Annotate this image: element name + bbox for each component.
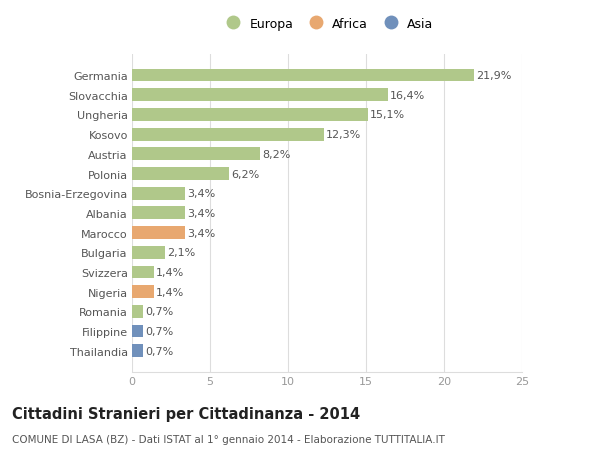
Text: 0,7%: 0,7%: [145, 326, 173, 336]
Bar: [132, 109, 368, 122]
Text: 2,1%: 2,1%: [167, 248, 196, 258]
Bar: [132, 187, 185, 200]
Text: 1,4%: 1,4%: [156, 287, 184, 297]
Bar: [132, 69, 473, 82]
Text: 21,9%: 21,9%: [476, 71, 511, 81]
Bar: [132, 89, 388, 102]
Text: Cittadini Stranieri per Cittadinanza - 2014: Cittadini Stranieri per Cittadinanza - 2…: [12, 406, 360, 421]
Text: 15,1%: 15,1%: [370, 110, 405, 120]
Bar: [132, 285, 154, 298]
Bar: [132, 148, 260, 161]
Bar: [132, 207, 185, 220]
Bar: [132, 129, 324, 141]
Text: 12,3%: 12,3%: [326, 130, 361, 140]
Text: 1,4%: 1,4%: [156, 268, 184, 277]
Text: 0,7%: 0,7%: [145, 346, 173, 356]
Bar: [132, 345, 143, 358]
Text: COMUNE DI LASA (BZ) - Dati ISTAT al 1° gennaio 2014 - Elaborazione TUTTITALIA.IT: COMUNE DI LASA (BZ) - Dati ISTAT al 1° g…: [12, 434, 445, 444]
Text: 3,4%: 3,4%: [187, 228, 215, 238]
Text: 0,7%: 0,7%: [145, 307, 173, 317]
Bar: [132, 305, 143, 318]
Text: 8,2%: 8,2%: [262, 150, 290, 159]
Legend: Europa, Africa, Asia: Europa, Africa, Asia: [217, 14, 437, 34]
Text: 16,4%: 16,4%: [390, 90, 425, 101]
Text: 6,2%: 6,2%: [231, 169, 259, 179]
Bar: [132, 266, 154, 279]
Bar: [132, 325, 143, 338]
Text: 3,4%: 3,4%: [187, 208, 215, 218]
Text: 3,4%: 3,4%: [187, 189, 215, 199]
Bar: [132, 168, 229, 180]
Bar: [132, 227, 185, 240]
Bar: [132, 246, 165, 259]
